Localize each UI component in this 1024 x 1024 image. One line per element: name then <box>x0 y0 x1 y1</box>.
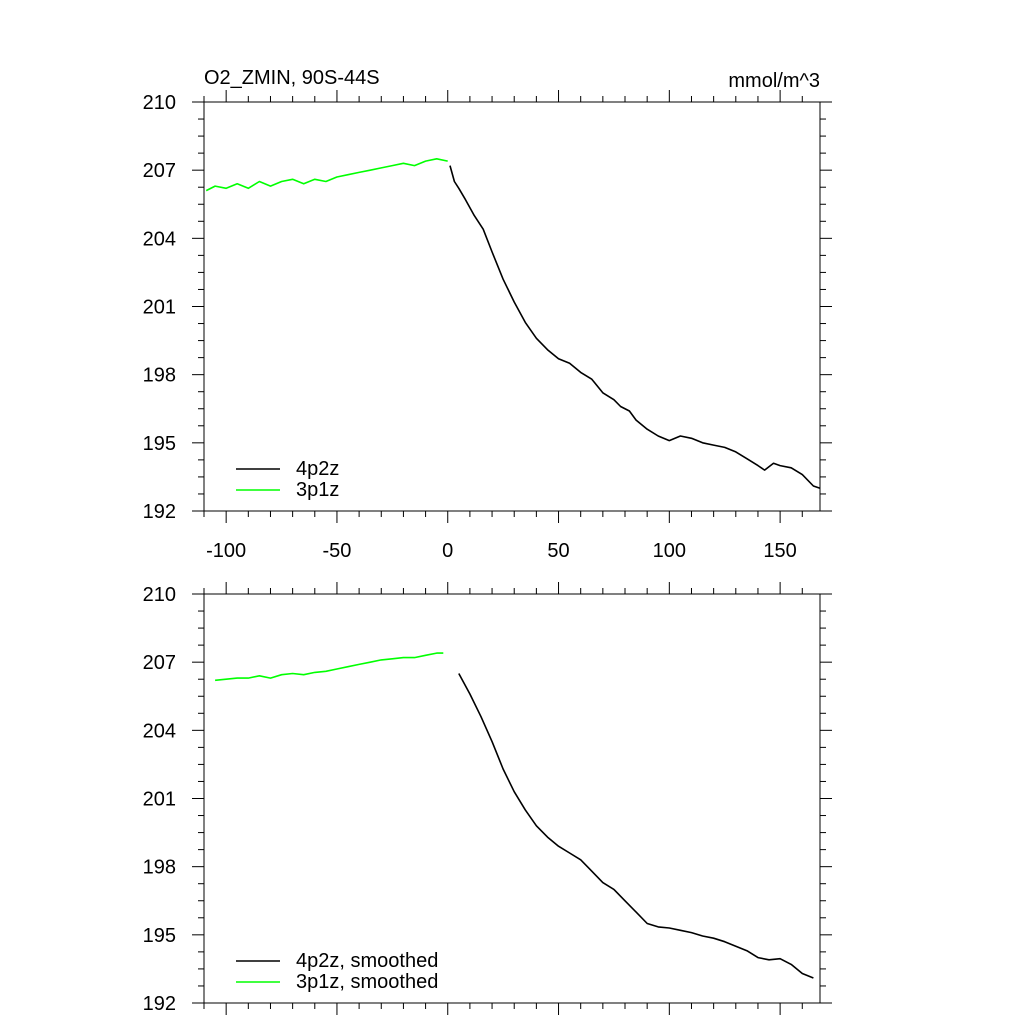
series-line <box>205 158 448 192</box>
legend-label: 4p2z <box>296 458 339 480</box>
y-tick-label: 207 <box>143 652 176 674</box>
series-line <box>458 673 814 979</box>
y-tick-label: 204 <box>143 228 176 250</box>
plot-frame <box>203 101 821 512</box>
plot-frame <box>203 593 821 1004</box>
y-tick-label: 195 <box>143 925 176 947</box>
y-tick-label: 210 <box>143 92 176 114</box>
y-tick-label: 192 <box>143 501 176 523</box>
x-tick-label: 50 <box>547 540 569 562</box>
bottom-panel: 192 195 198 201 204 207 210 4p2z, smoothed3p1z,… <box>143 582 832 1015</box>
x-tick-label: -100 <box>206 540 246 562</box>
y-tick-label: 207 <box>143 160 176 182</box>
x-tick-label: 150 <box>763 540 796 562</box>
y-tick-label: 192 <box>143 993 176 1015</box>
legend-label: 3p1z <box>296 479 339 501</box>
y-tick-label: 210 <box>143 584 176 606</box>
top-panel: O2_ZMIN, 90S-44S mmol/m^3 192 195 198 201 20… <box>143 67 832 562</box>
y-tick-label: 198 <box>143 857 176 879</box>
y-tick-label: 195 <box>143 433 176 455</box>
y-tick-label: 204 <box>143 720 176 742</box>
y-tick-label: 201 <box>143 297 176 319</box>
y-tick-label: 201 <box>143 789 176 811</box>
y-tick-label: 198 <box>143 365 176 387</box>
x-tick-label: 100 <box>653 540 686 562</box>
series-line <box>449 165 821 490</box>
legend-label: 4p2z, smoothed <box>296 950 438 972</box>
units-label: mmol/m^3 <box>728 70 820 92</box>
series-line <box>215 652 444 682</box>
chart-title: O2_ZMIN, 90S-44S <box>204 67 380 89</box>
x-tick-label: 0 <box>442 540 453 562</box>
x-tick-label: -50 <box>322 540 351 562</box>
legend-label: 3p1z, smoothed <box>296 971 438 993</box>
